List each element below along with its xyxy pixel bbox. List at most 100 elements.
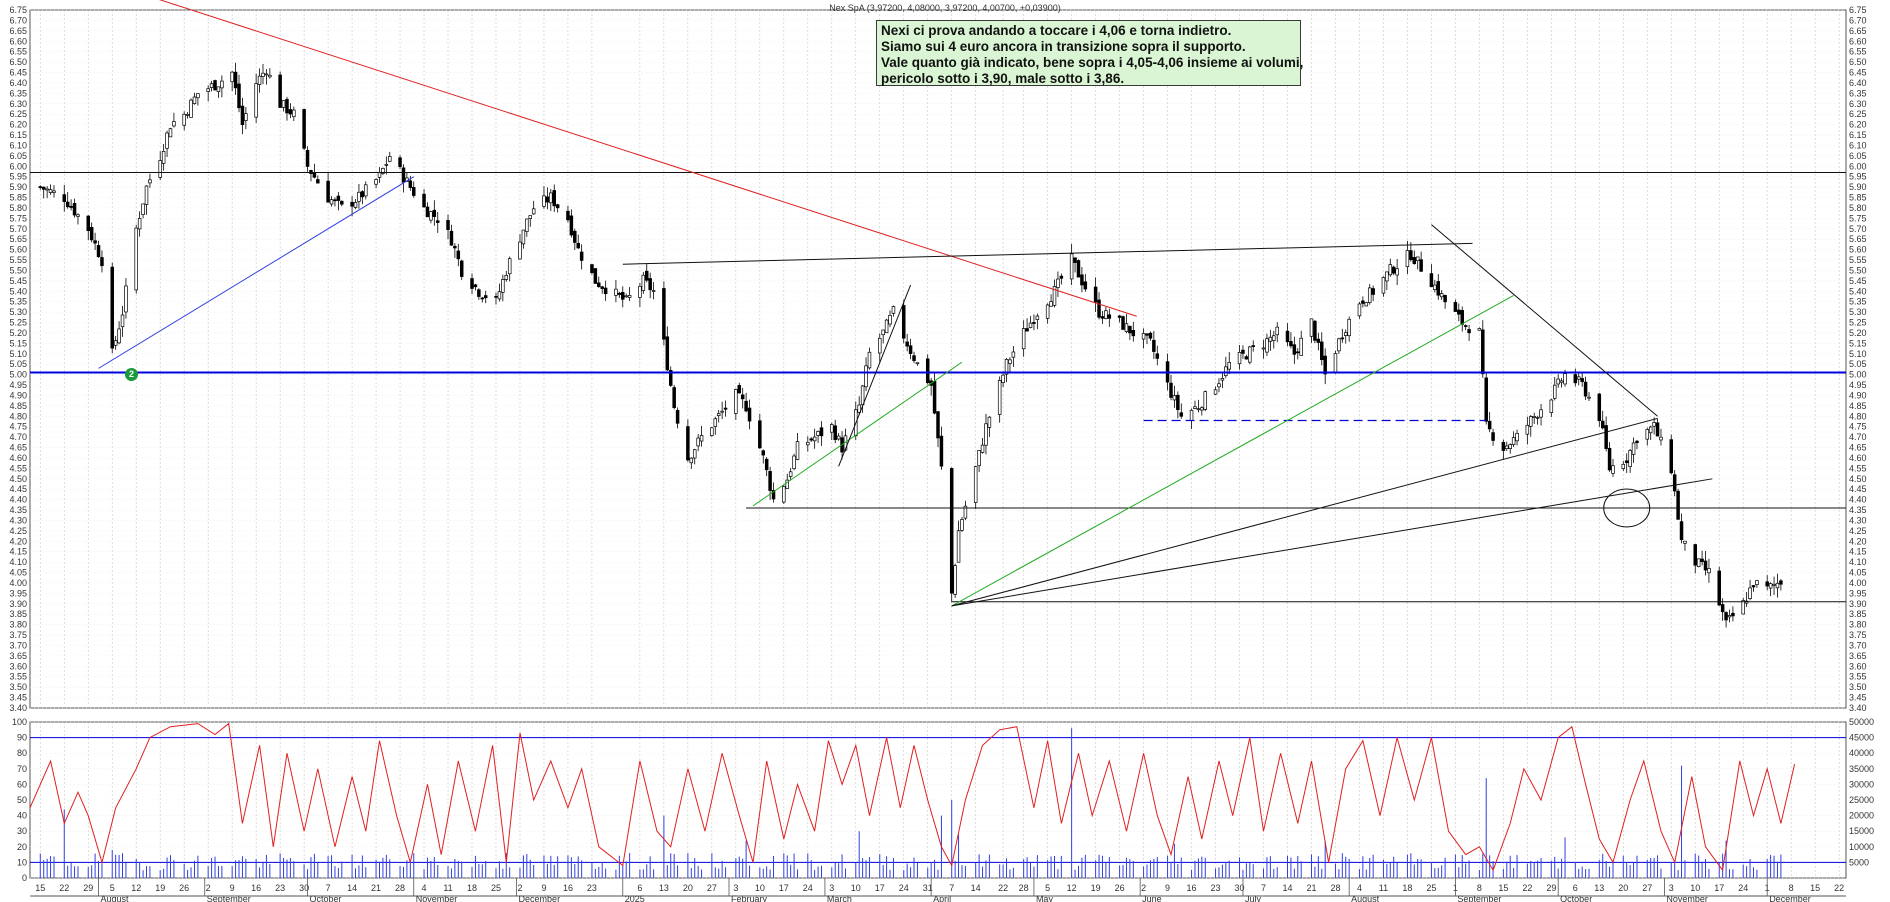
- candle-body: [809, 438, 813, 441]
- candle-body: [432, 209, 437, 217]
- candle-body: [1371, 288, 1375, 295]
- y-tick-right: 3.85: [1849, 609, 1867, 619]
- y-tick-left: 6.10: [9, 140, 27, 150]
- volume-tick-right: 40000: [1849, 748, 1874, 758]
- x-tick-month: December: [519, 894, 561, 902]
- candle-body: [884, 319, 889, 334]
- candle-body: [1248, 346, 1252, 363]
- candle-body: [364, 184, 368, 197]
- x-tick-day: 24: [1738, 883, 1748, 893]
- volume-tick-right: 15000: [1849, 826, 1874, 836]
- y-tick-left: 3.45: [9, 693, 27, 703]
- candle-body: [785, 479, 789, 489]
- candle-body: [1655, 422, 1660, 437]
- candle-body: [1145, 333, 1149, 336]
- x-tick-day: 29: [83, 883, 93, 893]
- y-tick-left: 3.70: [9, 640, 27, 650]
- y-tick-right: 4.00: [1849, 578, 1867, 588]
- trendline-black: [951, 417, 1658, 607]
- candle-body: [1237, 352, 1242, 365]
- candle-body: [1227, 361, 1231, 370]
- volume-tick-right: 25000: [1849, 795, 1874, 805]
- candle-body: [648, 278, 652, 291]
- candle-body: [69, 205, 73, 208]
- x-tick-day: 28: [1330, 883, 1340, 893]
- candle-body: [288, 109, 293, 115]
- x-tick-day: 23: [1211, 883, 1221, 893]
- candle-body: [384, 163, 389, 166]
- x-tick-day: 26: [179, 883, 189, 893]
- candle-body: [1052, 286, 1057, 306]
- y-tick-left: 6.05: [9, 151, 27, 161]
- candle-body: [1669, 439, 1674, 474]
- candle-body: [1292, 344, 1297, 355]
- candle-body: [891, 306, 896, 314]
- osc-tick-left: 10: [17, 857, 27, 867]
- candle-body: [1457, 309, 1461, 315]
- x-tick-day: 17: [1714, 883, 1724, 893]
- y-tick-left: 3.95: [9, 588, 27, 598]
- x-tick-day: 23: [275, 883, 285, 893]
- candle-body: [621, 292, 625, 300]
- candle-body: [720, 410, 724, 413]
- candle-body: [1172, 395, 1177, 401]
- osc-tick-left: 20: [17, 842, 27, 852]
- y-tick-right: 6.40: [1849, 78, 1867, 88]
- trendlines-layer: [30, 0, 1846, 607]
- candle-body: [1553, 384, 1557, 399]
- candle-body: [1511, 437, 1516, 445]
- y-tick-left: 4.05: [9, 568, 27, 578]
- y-tick-right: 5.60: [1849, 245, 1867, 255]
- candle-body: [915, 362, 920, 365]
- candle-body: [812, 436, 817, 442]
- candle-body: [473, 284, 478, 288]
- x-tick-day: 19: [1091, 883, 1101, 893]
- x-tick-day: 15: [35, 883, 45, 893]
- candle-body: [1727, 615, 1732, 618]
- y-tick-left: 4.25: [9, 526, 27, 536]
- candle-body: [326, 180, 330, 203]
- y-tick-left: 5.50: [9, 265, 27, 275]
- candle-body: [806, 441, 810, 446]
- candle-body: [723, 407, 728, 410]
- candle-body: [1624, 460, 1629, 464]
- candle-body: [1059, 275, 1064, 279]
- trendline-black: [951, 478, 1713, 607]
- candle-body: [590, 264, 594, 274]
- candle-body: [1436, 281, 1441, 296]
- candle-body: [494, 296, 498, 298]
- candle-body: [819, 427, 824, 437]
- oscillator-line: [29, 722, 1796, 872]
- candle-body: [576, 242, 580, 249]
- candle-body: [1597, 393, 1602, 422]
- y-tick-left: 4.90: [9, 390, 27, 400]
- candle-body: [1635, 440, 1639, 444]
- candle-body: [980, 444, 985, 453]
- x-tick-day: 26: [1115, 883, 1125, 893]
- candle-body: [1751, 585, 1756, 588]
- candle-body: [1333, 353, 1338, 374]
- candle-body: [230, 71, 234, 83]
- y-tick-left: 4.80: [9, 411, 27, 421]
- candle-body: [1676, 490, 1680, 520]
- candle-body: [501, 279, 505, 293]
- candle-body: [1104, 310, 1108, 319]
- signal-badge: 2: [125, 368, 138, 381]
- x-tick-day: 14: [347, 883, 357, 893]
- x-tick-day: 4: [422, 883, 427, 893]
- candle-body: [782, 486, 786, 503]
- y-tick-left: 5.05: [9, 359, 27, 369]
- candle-body: [185, 114, 190, 116]
- x-tick-day: 16: [251, 883, 261, 893]
- candle-body: [264, 73, 269, 76]
- y-tick-left: 5.30: [9, 307, 27, 317]
- y-tick-left: 6.00: [9, 161, 27, 171]
- x-tick-day: 6: [1573, 883, 1578, 893]
- candle-body: [881, 329, 885, 336]
- candle-body: [237, 83, 241, 109]
- candle-body: [689, 457, 694, 464]
- candle-body: [878, 337, 882, 354]
- candle-body: [96, 245, 101, 258]
- candle-body: [1525, 424, 1530, 435]
- x-tick-day: 21: [371, 883, 381, 893]
